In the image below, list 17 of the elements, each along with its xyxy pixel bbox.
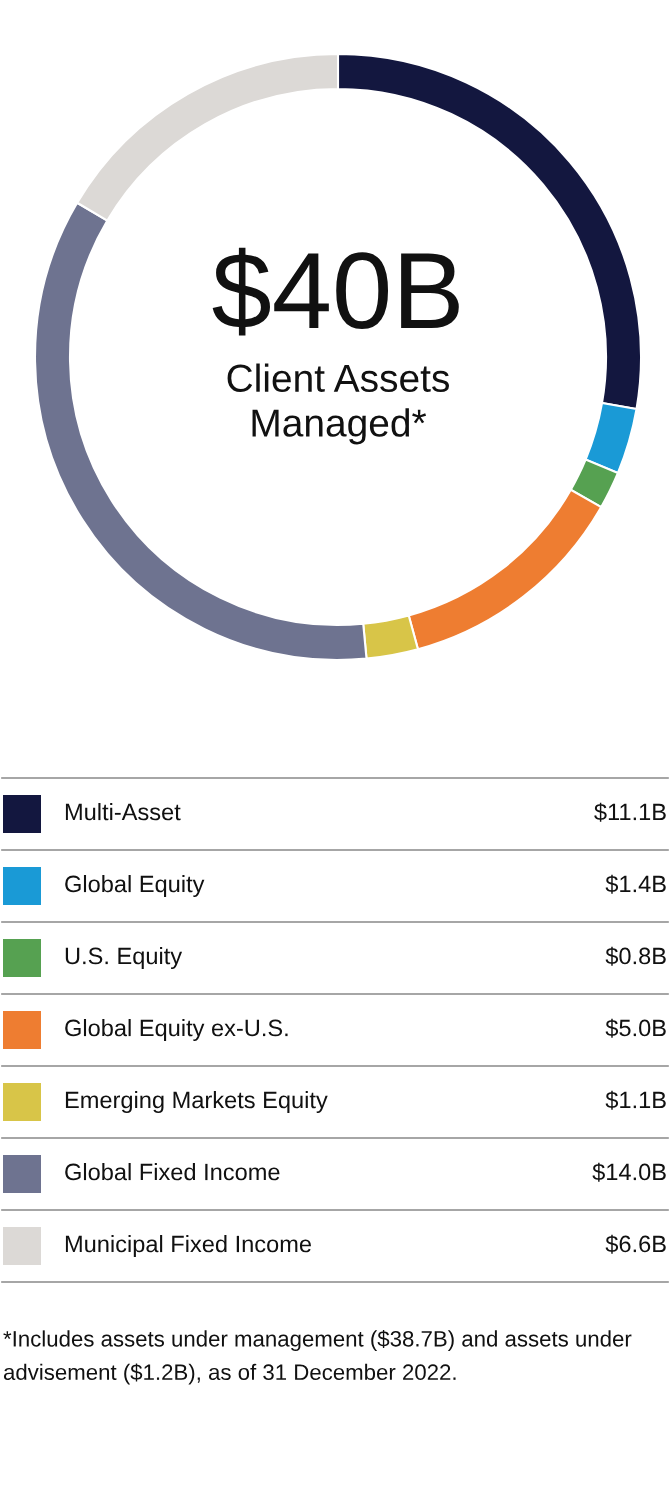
legend-label: U.S. Equity: [65, 946, 183, 970]
legend-label: Municipal Fixed Income: [65, 1234, 311, 1258]
data-label: $14.0B: [592, 1162, 666, 1182]
legend-label: Global Equity: [65, 874, 205, 898]
legend-label: Global Equity ex-U.S.: [65, 1018, 288, 1042]
data-label: $6.6B: [605, 1234, 666, 1254]
legend-label: Emerging Markets Equity: [65, 1090, 328, 1114]
legend-label: Multi-Asset: [65, 802, 181, 821]
legend-label: Global Fixed Income: [65, 1162, 280, 1181]
text: Client Assets Managed*: [227, 363, 449, 445]
data-label: $5.0B: [605, 1018, 666, 1038]
text: $40B: [212, 247, 459, 336]
text: *Includes assets under management ($38.7B) and assets under advisement ($1.2B), as of 31 December 2022.: [3, 1330, 632, 1385]
data-label: $1.4B: [605, 874, 666, 894]
data-label: $0.8B: [605, 946, 666, 966]
data-label: $11.1B: [594, 802, 666, 822]
data-label: $1.1B: [605, 1090, 666, 1110]
